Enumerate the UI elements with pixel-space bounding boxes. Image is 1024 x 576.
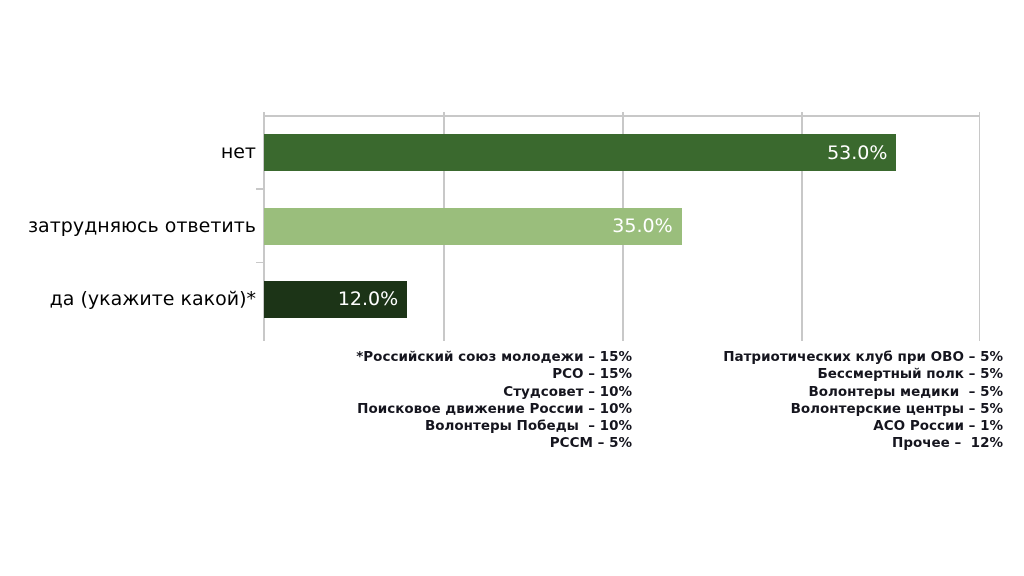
bar-value-label: 53.0% [827,141,888,164]
y-axis-line [263,112,265,341]
footnote-line: АСО России – 1% [873,418,1003,435]
category-label-3: да (укажите какой)* [49,287,256,310]
footnote-line: Студсовет – 10% [503,383,632,400]
bar-value-label: 35.0% [612,215,673,237]
footnote-line: Бессмертный полк – 5% [817,366,1003,383]
footnote-left-column: *Российский союз молодежи – 15% РСО – 15%… [356,349,632,453]
y-axis-tick [256,261,264,264]
footnote-right-column: Патриотических клуб при ОВО – 5% Бессмерт… [723,349,1003,453]
plot-area: 53.0% 35.0% 12.0% [256,112,980,341]
bar-3: 12.0% [264,280,408,318]
bar-value-label: 12.0% [337,288,399,311]
footnote-line: Поисковое движение России – 10% [357,400,632,417]
plot-border-right [978,112,980,341]
footnote-line: РССМ – 5% [549,435,632,452]
y-axis-tick [256,188,264,190]
category-axis-labels: нет затрудняюсь ответить да (укажите какой… [0,116,256,336]
footnote-line: Волонтеры медики – 5% [808,383,1003,400]
category-label-1: нет [220,141,256,164]
footnote-line: Прочее – 12% [892,435,1003,452]
footnote-line: *Российский союз молодежи – 15% [356,349,632,365]
footnote-line: Патриотических клуб при ОВО – 5% [723,349,1003,365]
footnote-line: РСО – 15% [552,366,632,383]
gridline-x-45 [801,112,803,341]
footnote-line: Волонтерские центры – 5% [790,400,1003,417]
bar-2: 35.0% [264,207,682,245]
bar-1: 53.0% [264,134,897,172]
category-label-2: затрудняюсь ответить [27,214,256,237]
footnote-line: Волонтеры Победы – 10% [424,418,632,435]
